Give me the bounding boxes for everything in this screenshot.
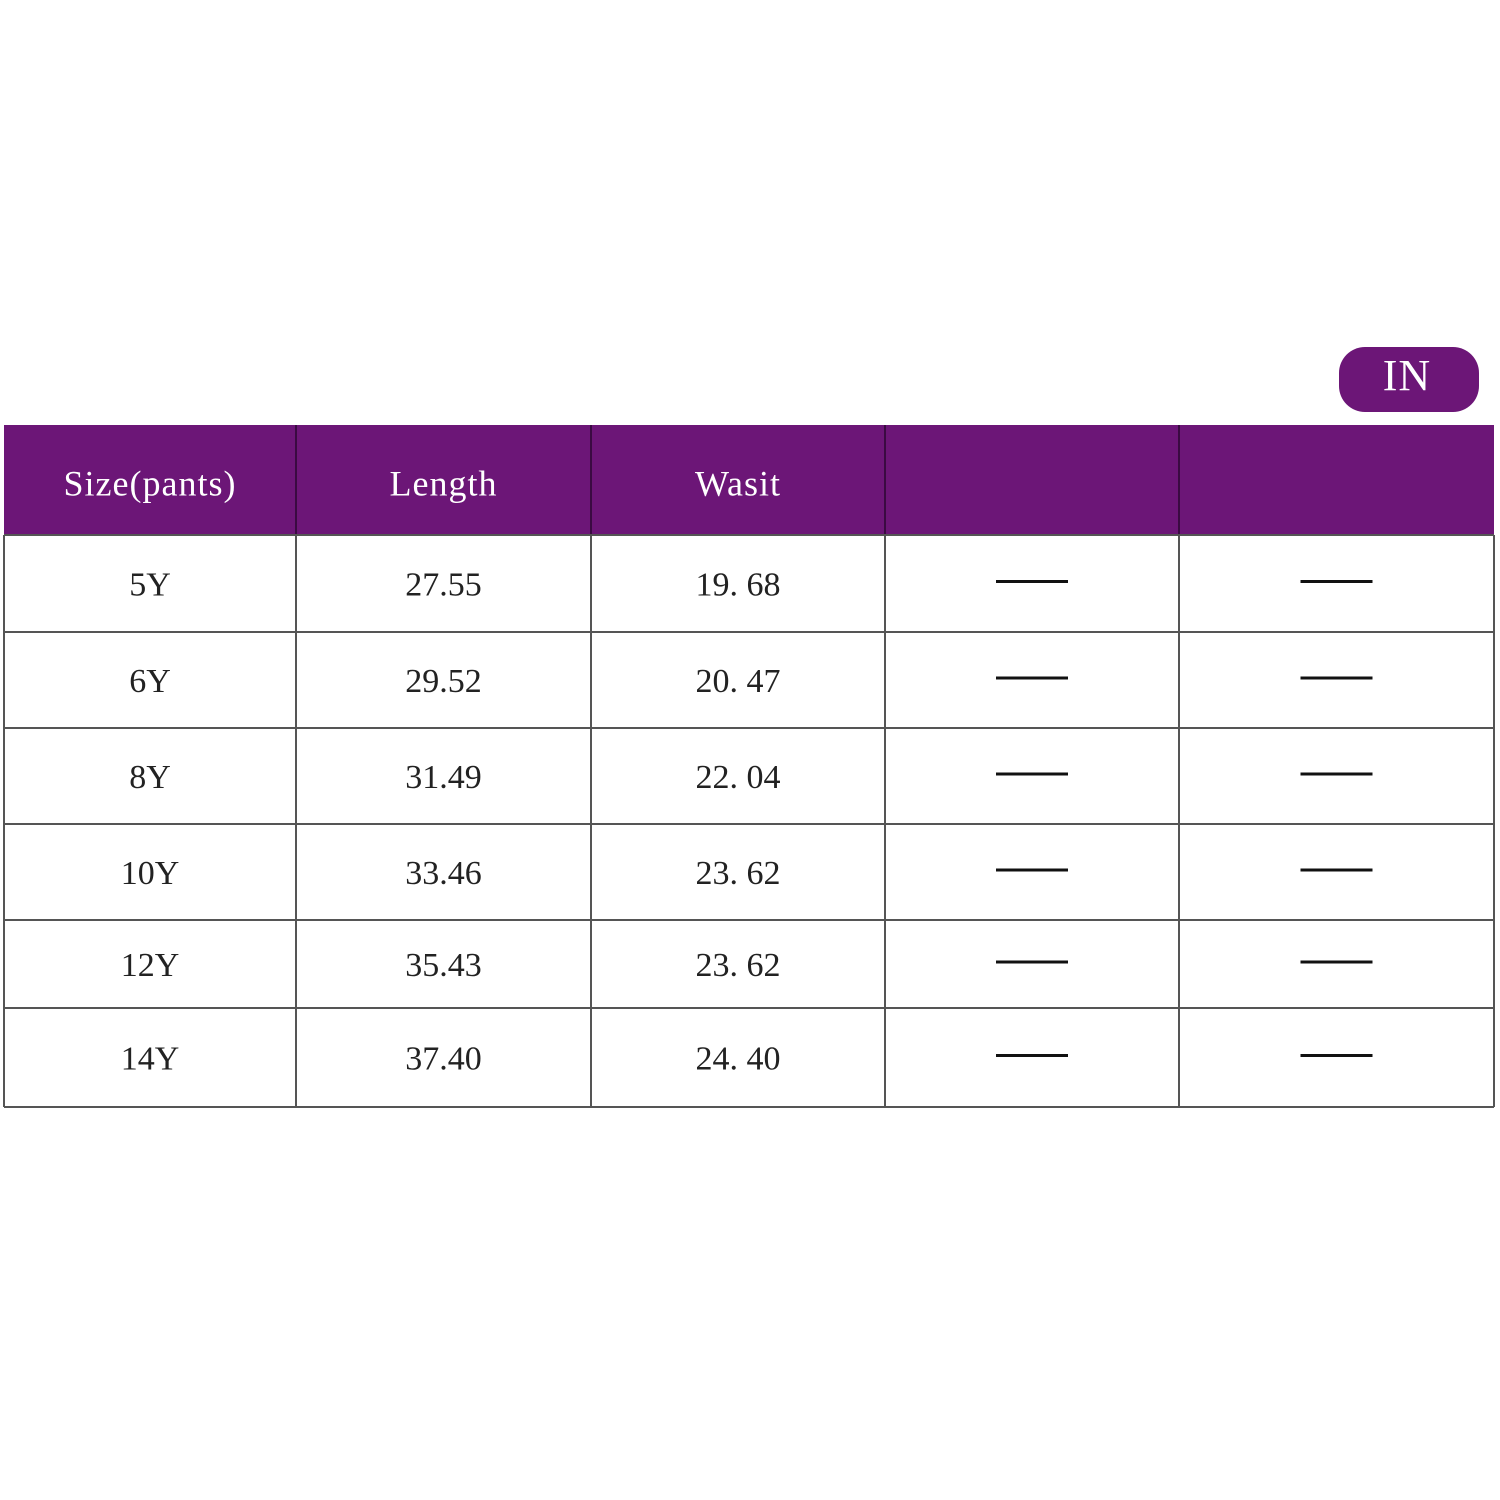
cell: 10Y (121, 855, 180, 892)
header-cell: Wasit (695, 463, 781, 503)
cell: 14Y (121, 1040, 180, 1077)
cell: 22. 04 (696, 759, 781, 796)
cell: 29.52 (405, 663, 482, 700)
cell: 35.43 (405, 947, 482, 984)
cell: 23. 62 (696, 947, 781, 984)
header-cell: Length (390, 463, 498, 503)
cell: 31.49 (405, 759, 482, 796)
unit-badge-label: IN (1383, 351, 1431, 400)
cell: 6Y (129, 663, 171, 700)
cell: 24. 40 (696, 1040, 781, 1077)
cell: 23. 62 (696, 855, 781, 892)
header-cell: Size(pants) (64, 463, 237, 503)
header-row (4, 425, 1494, 535)
cell: 20. 47 (696, 663, 781, 700)
cell: 12Y (121, 947, 180, 984)
cell: 5Y (129, 566, 171, 603)
cell: 8Y (129, 759, 171, 796)
cell: 19. 68 (696, 566, 781, 603)
cell: 37.40 (405, 1040, 482, 1077)
cell: 27.55 (405, 566, 482, 603)
unit-badge (1339, 347, 1479, 412)
cell: 33.46 (405, 855, 482, 892)
